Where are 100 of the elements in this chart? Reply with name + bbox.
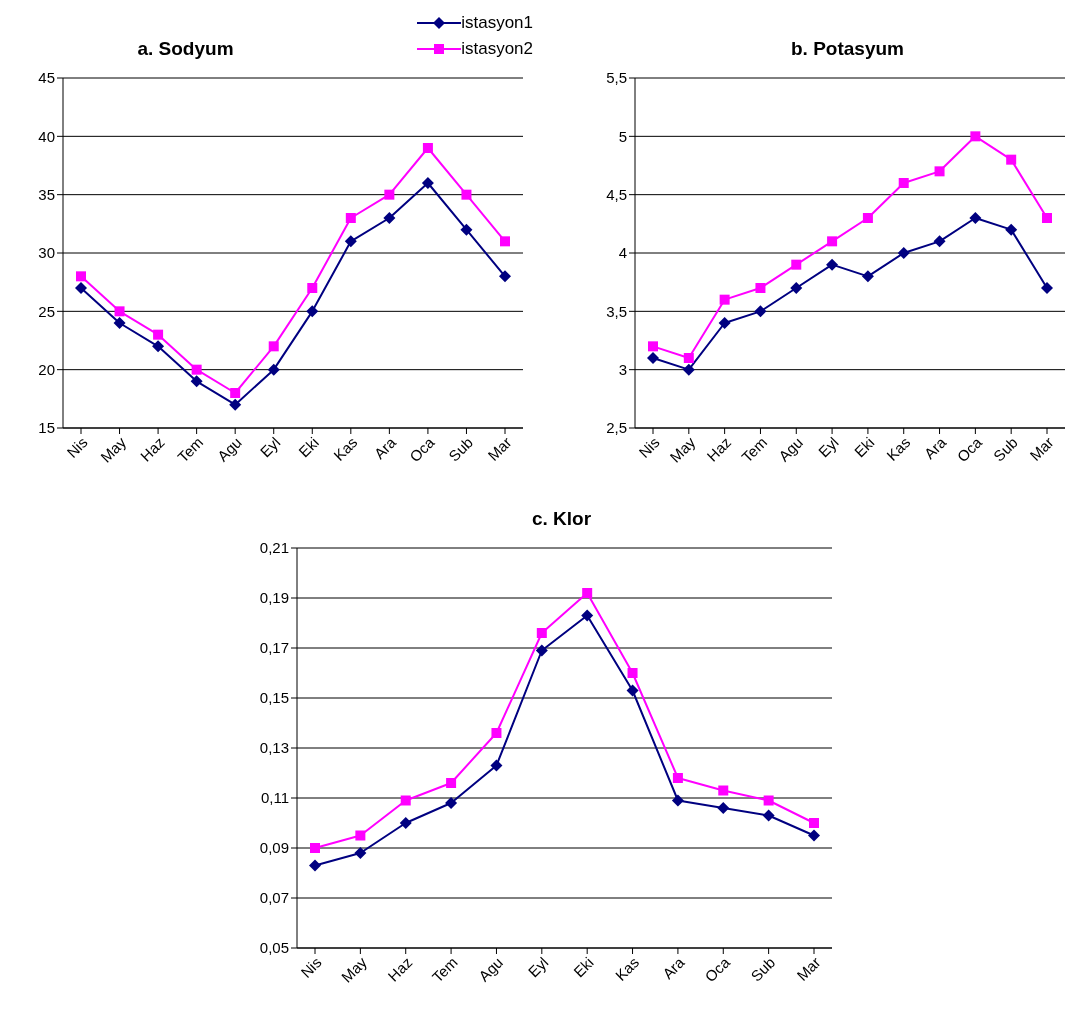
point [762, 809, 775, 822]
x-tick-label: Haz [703, 433, 735, 465]
point [718, 317, 731, 329]
point [672, 773, 683, 783]
point [383, 212, 396, 224]
point [1041, 282, 1053, 294]
point [309, 843, 320, 853]
point [399, 817, 412, 829]
x-tick-label: Mar [1026, 433, 1057, 464]
x-tick-label: Agu [474, 953, 506, 985]
y-tick-label: 3 [618, 360, 627, 378]
point [499, 270, 511, 283]
y-tick-label: 4,5 [606, 185, 627, 203]
point [580, 609, 593, 622]
point [384, 189, 395, 200]
point [267, 363, 280, 376]
y-tick-label: 5,5 [606, 69, 627, 87]
y-tick-label: 0,09 [259, 839, 289, 857]
y-tick-label: 0,07 [259, 889, 289, 907]
x-tick-label: May [666, 433, 699, 466]
point [190, 375, 203, 388]
point [354, 830, 365, 841]
point [627, 668, 638, 678]
x-tick-label: Oca [406, 433, 439, 466]
point [897, 247, 910, 259]
point [790, 282, 803, 294]
y-tick-label: 15 [38, 419, 55, 437]
x-tick-label: Mar [484, 433, 515, 464]
point [445, 778, 456, 788]
point [755, 283, 766, 293]
y-tick-label: 4 [618, 244, 627, 262]
x-tick-label: Haz [136, 433, 168, 465]
x-tick-label: Nis [63, 433, 91, 461]
y-tick-label: 5 [618, 127, 627, 145]
y-tick-label: 2,5 [606, 419, 627, 437]
y-tick-label: 0,17 [259, 639, 289, 657]
point [970, 131, 981, 142]
x-tick-label: Kas [330, 433, 361, 464]
point [153, 329, 164, 340]
y-tick-label: 0,19 [259, 589, 289, 607]
x-tick-label: Sub [746, 953, 778, 985]
point [626, 684, 639, 697]
point [353, 847, 366, 859]
point [500, 236, 510, 247]
point [114, 306, 125, 317]
y-tick-label: 20 [38, 360, 55, 378]
x-tick-label: Ara [370, 433, 400, 463]
point [344, 235, 357, 248]
point [648, 341, 658, 352]
y-tick-label: 35 [38, 185, 55, 203]
y-tick-label: 0,21 [259, 539, 289, 557]
x-tick-label: Sub [445, 433, 477, 465]
x-tick-label: Tem [738, 433, 771, 466]
point [422, 143, 433, 153]
x-tick-label: Kas [883, 433, 914, 464]
x-tick-label: Agu [775, 433, 806, 465]
x-tick-label: Eyl [256, 433, 284, 461]
point [683, 353, 694, 363]
point [536, 628, 547, 638]
y-tick-label: 0,13 [259, 739, 289, 757]
point [754, 305, 767, 318]
point [535, 644, 548, 657]
point [581, 588, 592, 598]
y-tick-label: 0,11 [260, 789, 289, 807]
point [862, 213, 873, 223]
x-tick-label: Oca [700, 953, 733, 986]
x-tick-label: Eki [295, 433, 322, 461]
point [1005, 223, 1018, 236]
point [268, 341, 279, 352]
point [827, 236, 838, 247]
point [671, 794, 684, 807]
x-tick-label: Eki [569, 953, 597, 981]
point [763, 795, 774, 806]
x-tick-label: Kas [611, 953, 642, 984]
x-tick-label: Ara [920, 433, 950, 463]
point [230, 388, 241, 398]
x-tick-label: Mar [792, 953, 824, 984]
y-tick-label: 0,15 [259, 689, 289, 707]
point [152, 340, 165, 353]
point [682, 363, 695, 376]
legend-label: istasyon1 [461, 13, 533, 33]
point [229, 398, 242, 411]
point [345, 213, 356, 223]
point [421, 177, 434, 189]
point [861, 270, 874, 283]
chart-title: c. Klor [530, 508, 593, 531]
x-tick-label: Haz [383, 953, 415, 985]
point [460, 223, 473, 236]
point [791, 259, 802, 270]
point [717, 785, 728, 796]
point [647, 352, 659, 364]
x-tick-label: Eyl [814, 433, 842, 461]
point [306, 305, 319, 318]
point [76, 271, 86, 282]
point [1042, 213, 1052, 223]
y-tick-label: 40 [38, 127, 55, 145]
point [719, 294, 730, 305]
point [308, 859, 321, 872]
point [898, 178, 909, 188]
point [933, 235, 946, 248]
